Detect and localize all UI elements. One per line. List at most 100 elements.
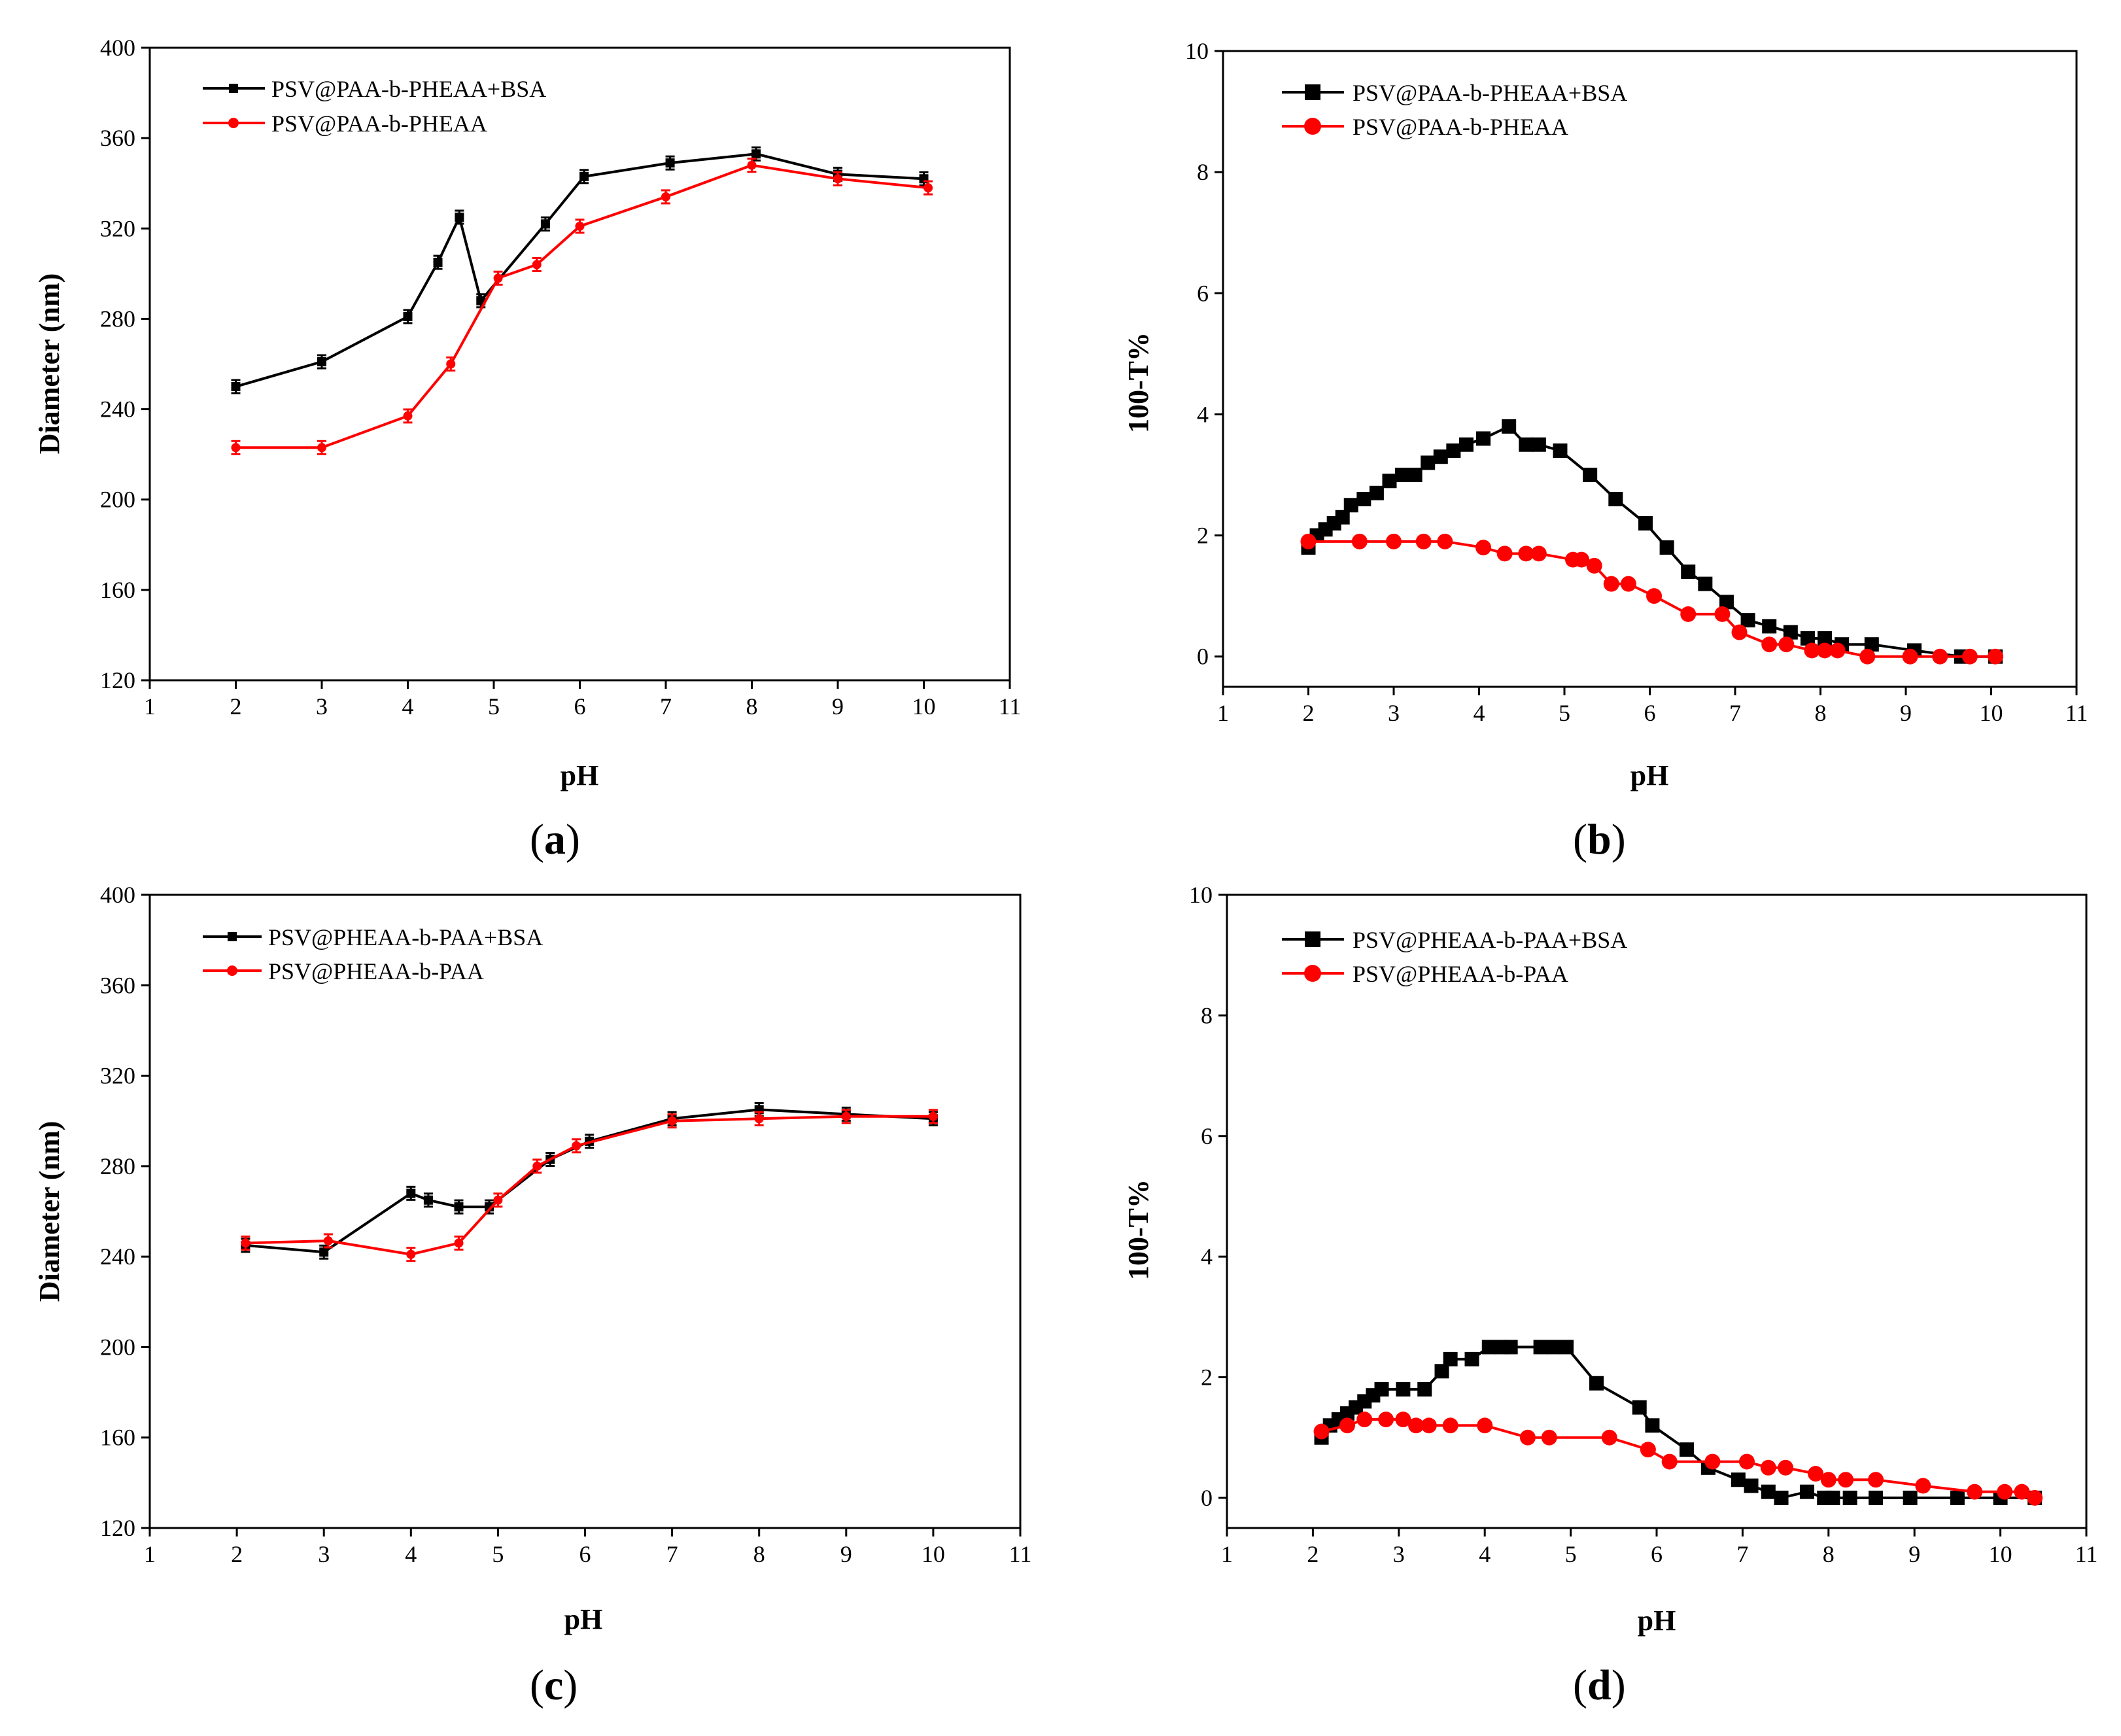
panel-b-y-tick-label: 4 — [1197, 401, 1209, 427]
panel-b-series-2-point — [1620, 576, 1636, 592]
panel-a-caption: (a) — [530, 816, 580, 863]
panel-c-caption: (c) — [530, 1661, 578, 1709]
panel-d-series-2-point — [1408, 1417, 1424, 1434]
panel-a-y-tick-label: 400 — [100, 35, 135, 61]
panel-a-x-tick-label: 2 — [230, 693, 242, 720]
panel-b-series-2-point — [1496, 546, 1513, 562]
panel-b-series-1-point — [1638, 516, 1653, 531]
panel-d-series-2-point — [1808, 1466, 1824, 1482]
panel-a-y-tick-label: 280 — [100, 305, 135, 332]
panel-c-series-1-point — [319, 1247, 329, 1257]
panel-b-series-1-point — [1818, 631, 1833, 646]
panel-a-series-1-point — [665, 158, 675, 168]
panel-b-series-2-point — [1603, 576, 1619, 592]
panel-d-x-tick-label: 8 — [1823, 1541, 1835, 1567]
panel-a-series-2-point — [833, 174, 842, 184]
panel-b-series-2-point — [1475, 540, 1492, 556]
panel-b-x-tick-label: 10 — [1980, 700, 2003, 726]
panel-d-series-1-point — [1396, 1381, 1411, 1397]
panel-a-series-1-point — [231, 382, 241, 392]
panel-c-series-2-point — [928, 1111, 938, 1121]
panel-b-y-tick-label: 0 — [1197, 644, 1209, 670]
panel-b-series-2-point — [1804, 642, 1820, 659]
panel-a-x-tick-label: 4 — [402, 693, 414, 720]
panel-c-x-tick-label: 6 — [579, 1541, 591, 1567]
panel-a-y-tick-label: 120 — [100, 667, 135, 693]
panel-c-x-tick-label: 1 — [144, 1541, 156, 1567]
panel-b-series-1-point — [1740, 613, 1755, 628]
panel-b-series-1-point — [1343, 498, 1358, 513]
panel-b-legend-marker-1 — [1305, 84, 1320, 100]
panel-b-series-2-point — [1386, 533, 1402, 549]
panel-a-series-1-point — [433, 258, 443, 268]
panel-b-x-tick-label: 6 — [1644, 700, 1656, 726]
panel-c: 1 2 3 4 5 6 7 8 9 10 11 120 160 200 240 280 320 360 400 pH… — [33, 882, 1031, 1709]
panel-d-y-tick-label: 2 — [1201, 1364, 1213, 1391]
panel-b-series-2-line — [1308, 540, 1996, 658]
panel-d: 1 2 3 4 5 6 7 8 9 10 11 0 2 4 6 8 10 pH 100-T% (d) PSV@P… — [1122, 882, 2097, 1709]
panel-a-series-1-point — [317, 357, 326, 367]
panel-b-series-2-point — [1574, 551, 1590, 568]
panel-c-x-tick-label: 10 — [922, 1541, 945, 1567]
panel-d-series-2-point — [1760, 1459, 1776, 1476]
panel-a-series-1-point — [455, 213, 464, 222]
panel-a-series-2-point — [317, 443, 326, 453]
panel-d-series-1-point — [1374, 1381, 1389, 1397]
panel-d-series-2-point — [2014, 1484, 2030, 1500]
panel-c-y-tick-label: 120 — [100, 1515, 135, 1541]
panel-b-legend-label-2: PSV@PAA-b-PHEAA — [1353, 114, 1568, 140]
panel-d-series-2-point — [1519, 1429, 1536, 1446]
panel-c-x-tick-label: 5 — [492, 1541, 504, 1567]
panel-c-series-2-point — [532, 1161, 542, 1171]
panel-b-series-2-point — [1961, 648, 1978, 665]
panel-d-series-1-point — [1869, 1490, 1884, 1505]
panel-a-legend-label-1: PSV@PAA-b-PHEAA+BSA — [271, 76, 546, 102]
panel-c-x-tick-label: 7 — [666, 1541, 678, 1567]
panel-c-series-1-point — [423, 1195, 433, 1205]
panel-d-plot-frame — [1226, 894, 2088, 1529]
panel-b-x-tick-label: 7 — [1729, 700, 1741, 726]
panel-c-series-2-point — [572, 1141, 581, 1151]
panel-b-series-2-point — [1817, 642, 1833, 659]
panel-b-y-tick-label: 2 — [1197, 523, 1209, 549]
panel-a-y-tick-label: 160 — [100, 577, 135, 603]
panel-c-x-tick-label: 8 — [753, 1541, 765, 1567]
panel-d-series-1-point — [1903, 1490, 1918, 1505]
panel-d-caption: (d) — [1573, 1661, 1626, 1709]
panel-a-y-tick-label: 240 — [100, 396, 135, 423]
panel-d-y-tick-label: 0 — [1201, 1485, 1213, 1511]
panel-a-series-2-point — [493, 273, 503, 283]
panel-b-series-1-point — [1608, 492, 1623, 507]
panel-d-series-1-point — [1825, 1490, 1840, 1505]
panel-c-series-2-point — [667, 1116, 677, 1126]
panel-d-series-1-point — [1842, 1490, 1857, 1505]
panel-b-series-2-point — [1351, 533, 1368, 549]
panel-a-x-tick-label: 8 — [746, 693, 758, 720]
panel-c-series-2-point — [754, 1114, 764, 1124]
panel-c-x-tick-label: 2 — [231, 1541, 243, 1567]
panel-b-series-1-point — [1502, 419, 1517, 434]
panel-d-series-1-point — [1761, 1484, 1776, 1499]
panel-a-x-tick-label: 6 — [574, 693, 586, 720]
panel-b-series-1-point — [1476, 431, 1491, 446]
panel-d-x-tick-label: 1 — [1221, 1541, 1233, 1567]
panel-a-y-tick-label: 360 — [100, 125, 135, 151]
panel-d-x-tick-label: 4 — [1479, 1541, 1491, 1567]
panel-c-legend-marker-1 — [228, 932, 237, 941]
panel-b-series-1-point — [1407, 468, 1423, 482]
panel-c-legend: PSV@PHEAA-b-PAA+BSA PSV@PHEAA-b-PAA — [203, 924, 543, 984]
panel-d-legend-label-1: PSV@PHEAA-b-PAA+BSA — [1353, 927, 1627, 953]
panel-b-series-2-point — [1761, 636, 1778, 653]
panel-d-series-2-point — [1421, 1417, 1437, 1434]
panel-b-series-2-point — [1859, 648, 1876, 665]
panel-c-series-2-point — [493, 1195, 503, 1205]
panel-d-x-axis-label: pH — [1638, 1605, 1676, 1637]
panel-b-series-2-point — [1530, 546, 1547, 562]
panel-b-series-1-point — [1719, 595, 1734, 610]
panel-d-series-2-point — [1477, 1417, 1493, 1434]
panel-d-x-tick-label: 6 — [1651, 1541, 1663, 1567]
panel-a-series-2-point — [747, 160, 757, 170]
panel-a-y-axis-label: Diameter (nm) — [33, 273, 65, 455]
panel-b-series-1-point — [1433, 449, 1448, 464]
panel-d-x-tick-label: 2 — [1307, 1541, 1319, 1567]
